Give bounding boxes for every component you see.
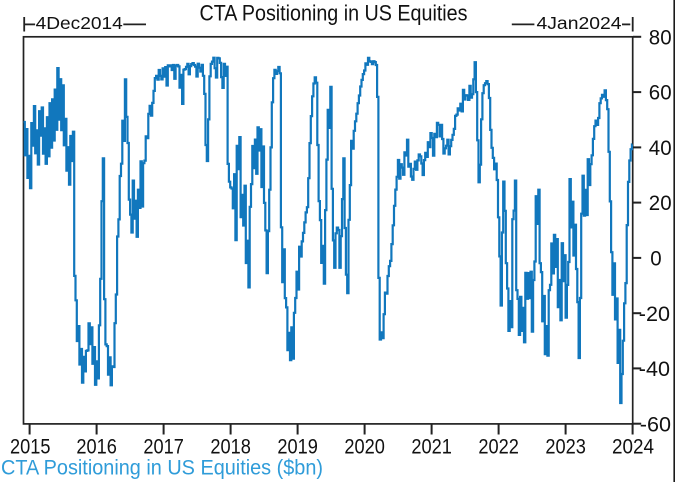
- svg-text:2015: 2015: [10, 435, 51, 458]
- svg-text:60: 60: [649, 82, 672, 105]
- svg-text:4Dec2014: 4Dec2014: [36, 13, 123, 33]
- svg-text:-40: -40: [639, 358, 670, 381]
- svg-text:2016: 2016: [76, 435, 117, 458]
- svg-text:CTA Positioning in US Equities: CTA Positioning in US Equities: [200, 0, 468, 25]
- svg-text:2018: 2018: [210, 435, 251, 458]
- svg-text:40: 40: [649, 137, 672, 160]
- svg-text:-20: -20: [639, 303, 670, 326]
- svg-text:CTA Positioning in US Equities: CTA Positioning in US Equities ($bn): [1, 456, 323, 479]
- svg-text:20: 20: [649, 192, 672, 215]
- svg-text:2021: 2021: [411, 435, 452, 458]
- svg-text:80: 80: [649, 26, 672, 49]
- svg-text:2017: 2017: [143, 435, 184, 458]
- svg-text:0: 0: [650, 248, 661, 271]
- svg-text:4Jan2024: 4Jan2024: [537, 13, 622, 33]
- svg-text:-60: -60: [640, 413, 671, 436]
- svg-text:2022: 2022: [478, 435, 519, 458]
- svg-text:2019: 2019: [277, 435, 318, 458]
- svg-text:2020: 2020: [344, 435, 385, 458]
- svg-text:2024: 2024: [612, 435, 654, 458]
- svg-text:2023: 2023: [545, 435, 586, 458]
